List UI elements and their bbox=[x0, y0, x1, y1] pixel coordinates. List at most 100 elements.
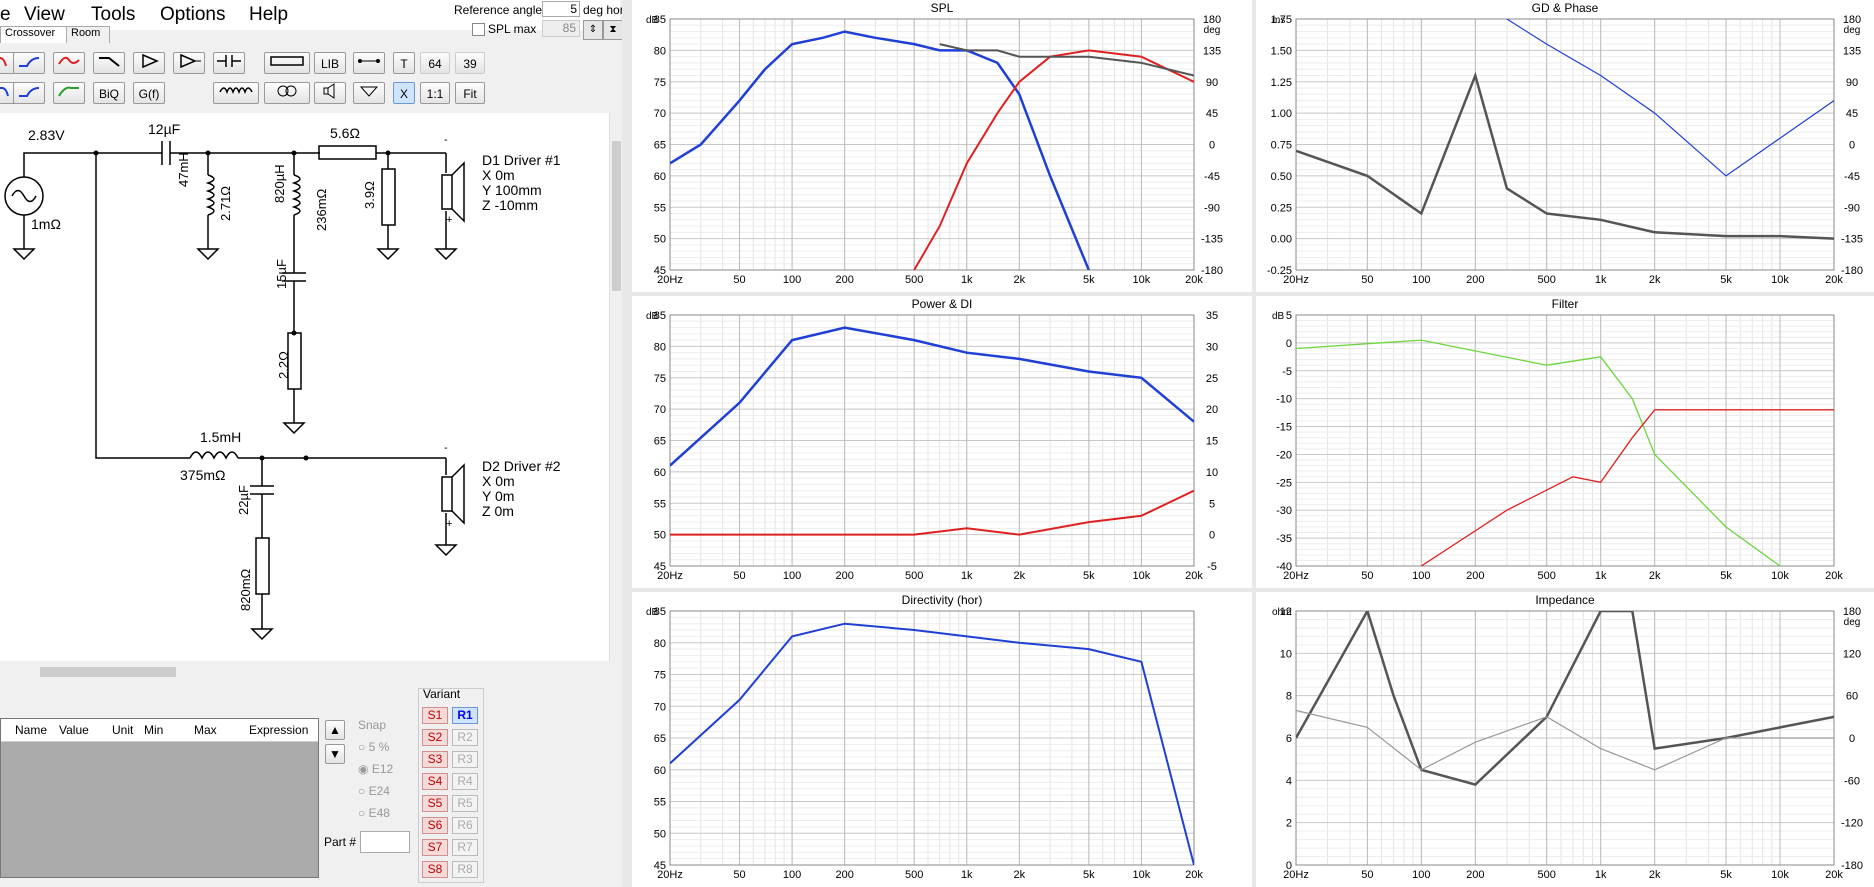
variant-s2-button[interactable]: S2 bbox=[422, 729, 448, 746]
spin-reset-icon[interactable]: ⧗ bbox=[603, 20, 623, 40]
variant-r2-button[interactable]: R2 bbox=[452, 729, 478, 746]
resistor-button[interactable] bbox=[264, 52, 310, 74]
variant-s8-button[interactable]: S8 bbox=[422, 861, 448, 878]
move-down-icon[interactable]: ▼ bbox=[325, 744, 345, 764]
text-button[interactable]: T bbox=[393, 52, 415, 74]
spl-ytick: 55 bbox=[654, 202, 666, 214]
spl-max-input[interactable]: 85 bbox=[542, 20, 580, 37]
power-y2tick: 5 bbox=[1209, 498, 1215, 510]
spl-y2tick: -180 bbox=[1201, 265, 1223, 277]
snap-e24-radio[interactable]: ○ E24 bbox=[358, 784, 390, 798]
reference-angle-input[interactable]: 5 bbox=[542, 1, 580, 17]
gd-y2tick: -45 bbox=[1844, 171, 1860, 183]
bandpass-red-button[interactable] bbox=[53, 52, 85, 74]
part-number-input[interactable] bbox=[360, 831, 410, 853]
spin-updown-icon[interactable]: ⇕ bbox=[583, 20, 603, 40]
filter-ytick: -15 bbox=[1276, 422, 1292, 434]
tab-crossover[interactable]: Crossover bbox=[0, 26, 70, 43]
filter-ytick: -25 bbox=[1276, 477, 1292, 489]
gd-y2tick: 90 bbox=[1846, 77, 1858, 89]
d2-name: D2 Driver #2 bbox=[482, 458, 561, 474]
imp-xtick: 50 bbox=[1361, 869, 1373, 881]
d2-z: Z 0m bbox=[482, 503, 514, 519]
spl-max-checkbox[interactable] bbox=[472, 23, 485, 36]
imp-ytick: 2 bbox=[1286, 818, 1292, 830]
tab-room[interactable]: Room bbox=[66, 26, 110, 43]
lowpass-blue-button[interactable] bbox=[13, 52, 45, 74]
ground-button[interactable] bbox=[353, 82, 385, 104]
gd-series-1 bbox=[1506, 19, 1834, 177]
l1r-label: 2.71Ω bbox=[218, 185, 233, 221]
menu-view[interactable]: View bbox=[24, 4, 65, 25]
variant-r7-button[interactable]: R7 bbox=[452, 839, 478, 856]
library-button[interactable]: LIB bbox=[314, 52, 346, 74]
buffer-amp-button[interactable] bbox=[173, 52, 205, 74]
imp-chart: 20Hz 50 100 200 500 1k 2k 5k 10k 20k 12 10 8 6 4 2 0 180 1… bbox=[1272, 606, 1863, 881]
schematic-canvas[interactable]: - + - + 2.83V 1mΩ 12µF 5.6Ω 47mH 2.71Ω 820… bbox=[0, 113, 610, 661]
spl-xtick: 5k bbox=[1083, 274, 1095, 286]
filter-xtick: 50 bbox=[1361, 570, 1373, 582]
imp-y2tick: 60 bbox=[1846, 691, 1858, 703]
menu-help[interactable]: Help bbox=[249, 4, 289, 25]
vertical-scroll-thumb[interactable] bbox=[612, 141, 621, 291]
wire-button[interactable] bbox=[353, 52, 385, 74]
imp-ytick: 0 bbox=[1286, 860, 1292, 872]
gd-ytick: 1.25 bbox=[1271, 77, 1292, 89]
zoom-1-1-button[interactable]: 1:1 bbox=[420, 82, 450, 104]
variant-s1-button[interactable]: S1 bbox=[422, 707, 448, 724]
schematic-horizontal-scrollbar[interactable] bbox=[0, 664, 609, 680]
filter-xtick: 5k bbox=[1720, 570, 1732, 582]
inductor-button[interactable] bbox=[213, 82, 259, 104]
snap-e12-radio[interactable]: ◉ E12 bbox=[358, 762, 394, 776]
power-xtick: 500 bbox=[905, 570, 923, 582]
x-toggle-button[interactable]: X bbox=[393, 82, 415, 104]
grid-size-64[interactable]: 64 bbox=[420, 52, 450, 74]
gd-xtick: 1k bbox=[1595, 274, 1607, 286]
variant-r4-button[interactable]: R4 bbox=[452, 773, 478, 790]
variant-r8-button[interactable]: R8 bbox=[452, 861, 478, 878]
imp-ytick: 6 bbox=[1286, 733, 1292, 745]
spl-xtick: 20k bbox=[1185, 274, 1203, 286]
amplifier-button[interactable] bbox=[133, 52, 165, 74]
zoom-fit-button[interactable]: Fit bbox=[455, 82, 485, 104]
imp-y2tick: -120 bbox=[1841, 818, 1863, 830]
schematic-vertical-scrollbar[interactable] bbox=[609, 113, 623, 661]
variant-s4-button[interactable]: S4 bbox=[422, 773, 448, 790]
grid-size-39[interactable]: 39 bbox=[455, 52, 485, 74]
power-ytick: 60 bbox=[654, 467, 666, 479]
move-up-icon[interactable]: ▲ bbox=[325, 720, 345, 740]
d1-driver-label: D1 Driver #1 X 0m Y 100mm Z -10mm bbox=[482, 153, 561, 213]
variant-s7-button[interactable]: S7 bbox=[422, 839, 448, 856]
variant-r6-button[interactable]: R6 bbox=[452, 817, 478, 834]
menu-tools[interactable]: Tools bbox=[91, 4, 136, 25]
driver-button[interactable] bbox=[314, 82, 346, 104]
variant-r1-button[interactable]: R1 bbox=[452, 707, 478, 724]
snap-e48-radio[interactable]: ○ E48 bbox=[358, 806, 390, 820]
highpass-green-button[interactable] bbox=[53, 82, 85, 104]
menu-partial[interactable]: e bbox=[0, 4, 11, 25]
capacitor-button[interactable] bbox=[213, 52, 245, 74]
l3-label: 1.5mH bbox=[200, 429, 242, 445]
highpass-blue-button[interactable] bbox=[13, 82, 45, 104]
menu-options[interactable]: Options bbox=[160, 4, 226, 25]
spl-y2tick: 0 bbox=[1209, 140, 1215, 152]
horizontal-scroll-thumb[interactable] bbox=[40, 667, 176, 677]
transfer-function-button[interactable]: G(f) bbox=[133, 82, 165, 104]
variant-r5-button[interactable]: R5 bbox=[452, 795, 478, 812]
imp-series-1 bbox=[1296, 709, 1834, 771]
snap-5-radio[interactable]: ○ 5 % bbox=[358, 740, 390, 754]
variant-s5-button[interactable]: S5 bbox=[422, 795, 448, 812]
imp-y2tick: 120 bbox=[1843, 648, 1861, 660]
variant-s3-button[interactable]: S3 bbox=[422, 751, 448, 768]
shelf-filter-button[interactable] bbox=[93, 52, 125, 74]
spl-xtick: 100 bbox=[783, 274, 801, 286]
dir-ytick: 85 bbox=[654, 606, 666, 618]
variant-s6-button[interactable]: S6 bbox=[422, 817, 448, 834]
biquad-button[interactable]: BiQ bbox=[93, 82, 125, 104]
transformer-button[interactable] bbox=[264, 82, 310, 104]
l2-label: 820µH bbox=[272, 164, 287, 203]
spl-ytick: 45 bbox=[654, 265, 666, 277]
parameter-table[interactable]: Name Value Unit Min Max Expression bbox=[0, 718, 319, 878]
variant-r3-button[interactable]: R3 bbox=[452, 751, 478, 768]
spl-panel: SPL 20Hz 50 100 200 500 1k 2k 5k 10k 20k 85 80 75 70 65… bbox=[632, 0, 1252, 292]
